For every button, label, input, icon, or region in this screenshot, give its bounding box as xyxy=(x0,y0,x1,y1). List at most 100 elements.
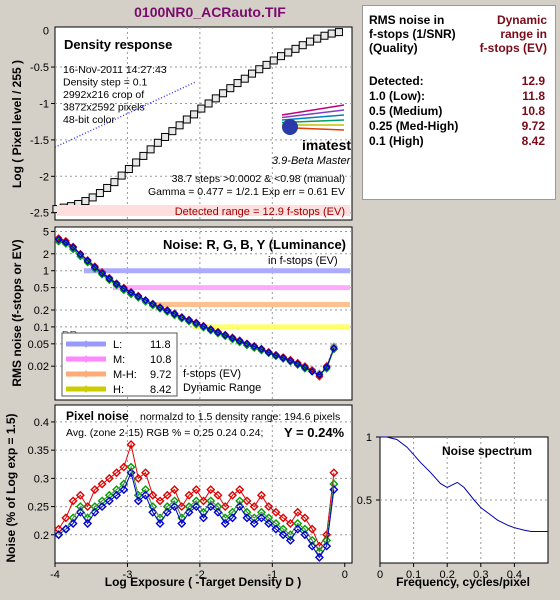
noise-marker xyxy=(315,370,324,379)
pixel-noise-marker xyxy=(97,479,107,489)
pixel-noise-marker xyxy=(278,524,288,534)
row-label: 1.0 (Low): xyxy=(369,89,425,103)
y-tick-label: 2 xyxy=(43,249,49,261)
pixel-noise-marker xyxy=(278,530,288,540)
legend-label: M: xyxy=(113,354,125,366)
pixel-noise-marker xyxy=(199,513,208,523)
legend-value: 11.8 xyxy=(150,339,171,351)
noise-marker xyxy=(264,348,273,357)
density-step-marker xyxy=(88,193,97,202)
legend-label: M-H: xyxy=(113,369,137,381)
pixel-noise-marker xyxy=(112,485,122,495)
x-axis-label: Frequency, cycles/pixel xyxy=(396,575,530,589)
pixel-noise-marker xyxy=(300,513,310,523)
pixel-noise-marker xyxy=(278,513,288,523)
pixel-noise-marker xyxy=(148,507,158,517)
y-tick-label: 0.02 xyxy=(28,361,49,373)
legend-value: 9.72 xyxy=(150,369,171,381)
pixel-noise-marker xyxy=(322,541,332,551)
pixel-noise-marker xyxy=(271,524,281,534)
density-step-marker xyxy=(117,171,126,180)
noise-marker xyxy=(192,319,201,328)
row-value: 10.8 xyxy=(521,104,545,118)
density-step-marker xyxy=(190,110,199,119)
density-step-marker xyxy=(305,37,314,46)
pixel-noise-marker xyxy=(271,507,281,517)
y-tick-label: 0.5 xyxy=(357,495,372,507)
y-tick-label: -2 xyxy=(39,171,49,183)
noise-marker xyxy=(54,234,63,243)
summary-row-medium: 0.5 (Medium) 10.8 xyxy=(369,104,545,119)
noise-marker xyxy=(293,358,302,367)
header-line: RMS noise in xyxy=(369,13,445,27)
density-step-marker xyxy=(313,34,322,43)
density-step-marker xyxy=(327,29,336,38)
noise-marker xyxy=(119,284,128,293)
pixel-noise-marker xyxy=(300,524,310,534)
noise-marker xyxy=(105,274,114,283)
noise-marker xyxy=(308,367,317,376)
noise-spectrum-title: Noise spectrum xyxy=(442,444,532,458)
density-step-marker xyxy=(197,104,206,113)
noise-marker xyxy=(279,353,288,362)
row-value: 8.42 xyxy=(521,134,545,148)
y-axis-label: Noise (% of Log exp = 1.5) xyxy=(4,413,18,562)
noise-marker xyxy=(76,250,85,259)
pixel-noise-marker xyxy=(191,496,201,506)
pixel-noise-line xyxy=(58,465,335,553)
pixel-noise-marker xyxy=(264,502,274,512)
y-tick-label: -1.5 xyxy=(30,135,49,147)
legend-label: H: xyxy=(113,384,124,396)
noise-marker xyxy=(257,345,266,354)
pixel-noise-marker xyxy=(148,490,158,500)
pixel-noise-marker xyxy=(285,519,295,528)
noise-marker xyxy=(271,351,280,360)
density-step-marker xyxy=(132,158,141,167)
pixel-noise-marker xyxy=(162,490,172,500)
legend-note: Dynamic Range xyxy=(183,382,261,394)
pixel-noise-marker xyxy=(133,496,143,506)
pixel-noise-marker xyxy=(133,473,143,483)
density-step-marker xyxy=(146,145,155,154)
x-tick-label: -3 xyxy=(123,569,133,581)
pixel-noise-marker xyxy=(155,496,165,506)
pixel-noise-marker xyxy=(61,513,71,523)
x-tick-label: -1 xyxy=(267,569,277,581)
pixel-noise-marker xyxy=(177,502,187,512)
logo-version-text: 3.9-Beta Master xyxy=(272,155,352,167)
pixel-noise-marker xyxy=(256,513,266,523)
density-stats-line: Gamma = 0.477 = 1/2.1 Exp err = 0.61 EV xyxy=(148,186,345,198)
row-value: 11.8 xyxy=(522,89,545,103)
density-step-marker xyxy=(248,69,257,78)
density-step-marker xyxy=(103,183,112,192)
density-step-marker xyxy=(204,99,213,108)
density-step-marker xyxy=(175,121,184,130)
pixel-noise-marker xyxy=(329,485,339,495)
noise-marker xyxy=(98,269,107,278)
imatest-logo xyxy=(281,104,345,135)
pixel-noise-marker xyxy=(119,479,129,489)
y-tick-label: 5 xyxy=(43,226,49,238)
legend-marker xyxy=(82,340,90,348)
pixel-noise-marker xyxy=(227,490,237,500)
density-step-marker xyxy=(298,41,307,50)
pixel-noise-marker xyxy=(155,513,165,523)
density-step-marker xyxy=(139,151,148,160)
pixel-noise-marker xyxy=(126,440,136,449)
y-tick-label: 0.3 xyxy=(34,473,49,485)
pixel-noise-marker xyxy=(97,496,107,506)
pixel-noise-y-summary: Y = 0.24% xyxy=(284,425,345,440)
legend-marker xyxy=(82,355,90,363)
pixel-noise-marker xyxy=(227,513,237,523)
noise-marker xyxy=(300,363,309,372)
noise-spectrum-line xyxy=(380,436,548,532)
pixel-noise-marker xyxy=(184,490,194,500)
legend-value: 8.42 xyxy=(150,384,171,396)
row-value: 12.9 xyxy=(521,74,545,88)
logo-sphere xyxy=(282,119,298,135)
density-step-marker xyxy=(95,189,104,198)
density-step-marker xyxy=(269,56,278,65)
pixel-noise-marker xyxy=(213,490,223,500)
noise-marker xyxy=(242,339,251,348)
pixel-noise-marker xyxy=(307,524,317,534)
